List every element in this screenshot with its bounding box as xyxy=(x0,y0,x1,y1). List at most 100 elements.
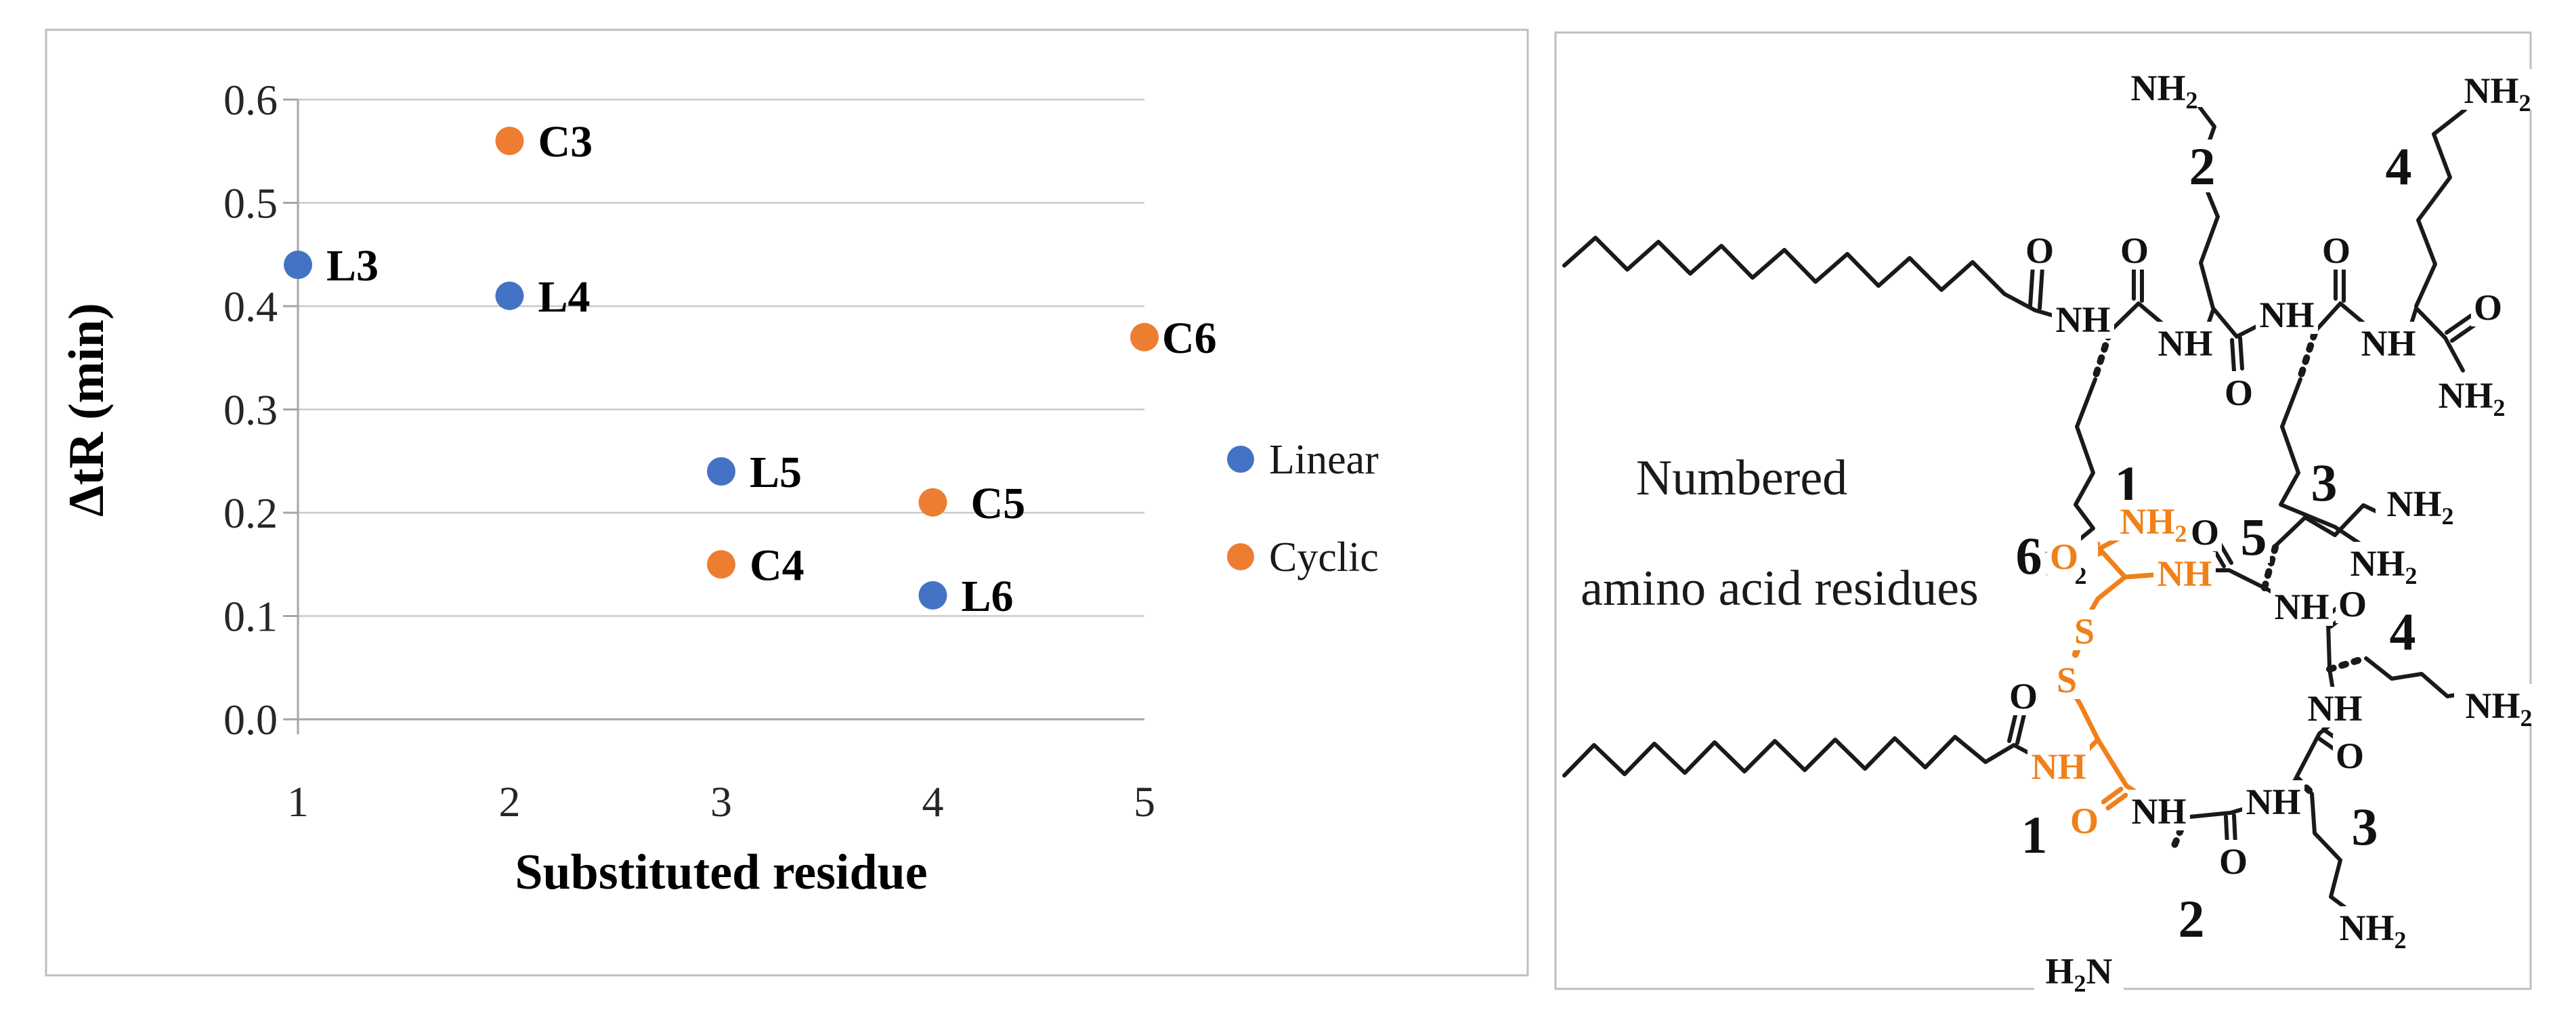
atom-label-mask xyxy=(2027,745,2090,786)
chart-data-points: L3 L4 L5 L6 C3 C4 C5 C6 xyxy=(284,117,1217,621)
atom-label-nh: NH xyxy=(2158,553,2212,594)
caption-line-2: amino acid residues xyxy=(1581,561,1979,616)
atom-label-mask xyxy=(2186,140,2218,192)
data-point-label-C5: C5 xyxy=(971,479,1026,528)
atom-label-mask xyxy=(2153,552,2216,593)
y-tick-label: 0.5 xyxy=(223,179,278,228)
atom-label-mask xyxy=(2333,734,2367,775)
residue-number-3: 3 xyxy=(2352,797,2378,856)
data-point-L5 xyxy=(707,457,735,486)
residue-number-5: 5 xyxy=(2241,507,2267,566)
y-tick-label: 0.6 xyxy=(223,76,278,124)
y-tick-label: 0.4 xyxy=(223,282,278,331)
atom-label-s: S xyxy=(2074,611,2095,652)
x-tick-label: 2 xyxy=(499,778,521,826)
x-tick-label: 1 xyxy=(287,778,309,826)
residue-number-6: 6 xyxy=(2016,526,2042,585)
atom-label-nh: NH xyxy=(2056,299,2111,340)
atom-label-nh2: NH2 xyxy=(2439,375,2506,421)
atom-label-mask xyxy=(2382,140,2415,192)
atom-label-mask xyxy=(2154,322,2216,362)
residue-number-4: 4 xyxy=(2390,602,2416,661)
atom-label-mask xyxy=(2357,322,2420,362)
x-axis-title: Substituted residue xyxy=(515,845,927,900)
legend-marker-linear xyxy=(1227,446,1254,473)
atom-label-mask xyxy=(2047,535,2081,576)
atom-label-mask xyxy=(2052,298,2114,339)
atom-label-o: O xyxy=(2120,230,2149,271)
atom-label-mask xyxy=(2067,610,2101,650)
y-tick-label: 0.3 xyxy=(223,386,278,434)
atom-label-nh: NH xyxy=(2275,587,2330,627)
data-point-L4 xyxy=(495,281,524,310)
atom-label-mask xyxy=(2237,510,2270,563)
atom-label-nh: NH xyxy=(2308,688,2363,729)
atom-label-mask xyxy=(2018,808,2051,861)
data-point-label-L5: L5 xyxy=(750,448,802,497)
data-point-L3 xyxy=(284,251,312,279)
chart-legend: Linear Cyclic xyxy=(1227,437,1379,580)
atom-label-nh2: NH2 xyxy=(2131,68,2198,114)
data-point-C6 xyxy=(1130,322,1159,352)
atom-label-mask xyxy=(2386,605,2419,658)
atom-label-nh2: NH2 xyxy=(2464,70,2531,116)
atom-label-o: O xyxy=(2050,536,2078,577)
atom-label-s: S xyxy=(2057,660,2077,700)
atom-label-nh: NH xyxy=(2246,782,2301,822)
atom-label-nh: NH xyxy=(2260,295,2315,335)
atom-label-mask xyxy=(2242,780,2304,821)
atom-label-nh2: NH2 xyxy=(2350,543,2418,589)
legend-label-linear: Linear xyxy=(1269,437,1379,483)
atom-label-mask xyxy=(2120,66,2209,107)
atom-label-mask xyxy=(2067,799,2101,840)
atom-label-o: O xyxy=(2336,736,2364,776)
atom-label-mask xyxy=(2050,658,2084,699)
legend-label-cyclic: Cyclic xyxy=(1269,534,1379,580)
atom-label-mask xyxy=(2336,582,2369,623)
x-tick-label: 5 xyxy=(1134,778,1155,826)
atom-label-mask xyxy=(2427,374,2516,415)
atom-label-o: O xyxy=(2191,512,2219,553)
chart-axes xyxy=(283,98,299,734)
atom-label-mask xyxy=(2328,906,2418,947)
residue-number-2: 2 xyxy=(2189,137,2216,196)
atom-label-mask xyxy=(2471,286,2505,326)
atom-label-o: O xyxy=(2219,841,2248,882)
atom-label-nh2: NH2 xyxy=(2466,685,2533,731)
atom-label-mask xyxy=(2128,790,2190,830)
atom-label-o: O xyxy=(2338,584,2367,624)
atom-label-o: O xyxy=(2322,230,2350,271)
atom-label-mask xyxy=(2175,892,2208,945)
y-tick-label: 0.0 xyxy=(223,696,278,744)
data-point-label-L6: L6 xyxy=(962,572,1014,621)
atom-label-nh: NH xyxy=(2158,323,2213,364)
data-point-C4 xyxy=(707,550,735,579)
atom-label-mask xyxy=(2271,585,2333,626)
atom-label-nh2: NH2 xyxy=(2387,484,2454,530)
atom-label-o: O xyxy=(2025,230,2054,271)
y-tick-label: 0.2 xyxy=(223,489,278,537)
atom-label-mask xyxy=(2319,229,2353,270)
atom-label-mask xyxy=(2348,800,2381,853)
atom-label-mask xyxy=(2023,229,2057,270)
atom-label-nh2: NH2 xyxy=(2120,501,2187,547)
atom-label-o: O xyxy=(2225,373,2253,413)
atom-label-o: O xyxy=(2474,287,2502,328)
caption-line-1: Numbered xyxy=(1636,450,1847,506)
atom-label-mask xyxy=(2308,456,2340,509)
residue-number-3: 3 xyxy=(2311,453,2338,512)
residue-number-2: 2 xyxy=(2178,889,2205,948)
atom-label-mask xyxy=(2188,511,2222,551)
atom-label-mask xyxy=(2222,371,2256,412)
atom-label-nh: NH xyxy=(2132,791,2187,832)
data-point-label-L4: L4 xyxy=(538,272,591,322)
atom-label-nh2: NH2 xyxy=(2340,908,2407,954)
atom-label-mask xyxy=(2453,69,2542,110)
x-tick-label: 3 xyxy=(710,778,732,826)
atom-label-mask xyxy=(2013,529,2045,582)
atom-label-mask xyxy=(2454,684,2543,725)
chart-panel-border xyxy=(45,28,1529,977)
atom-label-o: O xyxy=(2009,676,2038,717)
